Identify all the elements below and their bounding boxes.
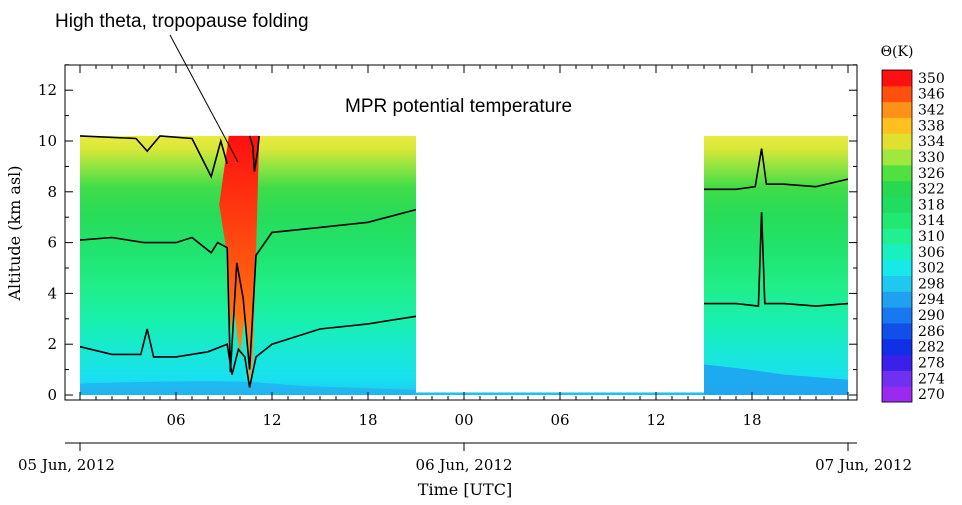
colorbar-label: 270 bbox=[918, 387, 945, 403]
colorbar-label: 342 bbox=[918, 103, 945, 119]
colorbar-swatch-342 bbox=[882, 101, 912, 118]
x-axis-title: Time [UTC] bbox=[418, 480, 512, 499]
colorbar: 2702742782822862902942983023063103143183… bbox=[881, 44, 945, 403]
colorbar-label: 274 bbox=[918, 371, 945, 387]
colorbar-swatch-298 bbox=[882, 275, 912, 292]
y-tick-label: 12 bbox=[38, 81, 57, 99]
colorbar-swatch-314 bbox=[882, 212, 912, 229]
colorbar-swatch-310 bbox=[882, 228, 912, 245]
colorbar-swatch-322 bbox=[882, 180, 912, 197]
x-tick-label: 18 bbox=[358, 411, 377, 429]
colorbar-label: 282 bbox=[918, 340, 945, 356]
isentrope-300-1 bbox=[79, 315, 417, 388]
colorbar-swatch-302 bbox=[882, 259, 912, 277]
colorbar-label: 298 bbox=[918, 276, 945, 292]
annotation-arrow bbox=[169, 34, 239, 163]
colorbar-swatch-294 bbox=[882, 291, 912, 308]
x-tick-label: 12 bbox=[646, 411, 665, 429]
colorbar-label: 326 bbox=[918, 166, 945, 182]
colorbar-swatch-330 bbox=[882, 149, 912, 166]
colorbar-label: 338 bbox=[918, 118, 945, 134]
field-layer bbox=[80, 135, 848, 396]
x-tick-label: 00 bbox=[454, 411, 473, 429]
y-tick-label: 2 bbox=[47, 335, 57, 353]
isentrope-310-6 bbox=[704, 212, 849, 307]
colorbar-label: 286 bbox=[918, 324, 945, 340]
colorbar-swatch-282 bbox=[882, 338, 912, 356]
date-tick-label: 06 Jun, 2012 bbox=[416, 456, 513, 474]
colorbar-label: 310 bbox=[918, 229, 945, 245]
colorbar-swatch-334 bbox=[882, 133, 912, 150]
isentrope-330-4 bbox=[248, 135, 260, 172]
low-level-cool-band bbox=[80, 381, 416, 395]
x-tick-label: 06 bbox=[550, 411, 569, 429]
colorbar-label: 334 bbox=[918, 134, 945, 150]
colorbar-swatch-350 bbox=[882, 70, 912, 87]
colorbar-label: 302 bbox=[918, 261, 945, 277]
y-tick-label: 8 bbox=[47, 183, 57, 201]
plot-frame bbox=[64, 64, 858, 401]
date-tick-label: 07 Jun, 2012 bbox=[815, 456, 912, 474]
colorbar-label: 294 bbox=[918, 292, 945, 308]
y-tick-label: 6 bbox=[47, 234, 57, 252]
colorbar-swatch-290 bbox=[882, 307, 912, 324]
colorbar-label: 350 bbox=[918, 71, 945, 87]
chart-title: MPR potential temperature bbox=[345, 96, 572, 117]
colorbar-swatch-286 bbox=[882, 322, 912, 340]
colorbar-label: 330 bbox=[918, 150, 945, 166]
x-tick-label: 06 bbox=[166, 411, 185, 429]
colorbar-swatch-306 bbox=[882, 243, 912, 261]
frame-layer: 0 2 4 6 8 10 12 06 12 18 00 06 12 18 bbox=[38, 64, 858, 429]
y-tick-label: 4 bbox=[47, 284, 57, 302]
y-axis-title: Altitude (km asl) bbox=[5, 165, 24, 301]
colorbar-label: 318 bbox=[918, 197, 945, 213]
colorbar-swatch-326 bbox=[882, 164, 912, 182]
colorbar-swatch-318 bbox=[882, 196, 912, 213]
colorbar-label: 290 bbox=[918, 308, 945, 324]
tropopause-fold-region bbox=[219, 135, 260, 385]
isentrope-322-5 bbox=[704, 148, 849, 191]
colorbar-label: 322 bbox=[918, 182, 945, 198]
y-tick-label: 0 bbox=[47, 386, 57, 404]
date-tick-label: 05 Jun, 2012 bbox=[18, 456, 115, 474]
isentrope-310-2 bbox=[79, 208, 417, 373]
colorbar-title: Θ(K) bbox=[881, 44, 914, 60]
colorbar-swatch-338 bbox=[882, 117, 912, 134]
x-tick-label: 18 bbox=[742, 411, 761, 429]
colorbar-label: 314 bbox=[918, 213, 945, 229]
low-level-cool-band-2 bbox=[704, 364, 848, 395]
colorbar-label: 346 bbox=[918, 87, 945, 103]
colorbar-frame bbox=[881, 69, 913, 403]
time-axis: 05 Jun, 2012 06 Jun, 2012 07 Jun, 2012 bbox=[18, 442, 912, 474]
colorbar-swatch-270 bbox=[882, 386, 912, 403]
colorbar-swatch-278 bbox=[882, 354, 912, 371]
colorbar-label: 278 bbox=[918, 355, 945, 371]
annotation-text: High theta, tropopause folding bbox=[55, 11, 309, 32]
isentrope-322-3 bbox=[79, 135, 228, 179]
colorbar-swatch-346 bbox=[882, 85, 912, 103]
colorbar-label: 306 bbox=[918, 245, 945, 261]
isentrope-layer bbox=[79, 135, 849, 388]
colorbar-swatch-274 bbox=[882, 370, 912, 387]
x-tick-label: 12 bbox=[262, 411, 281, 429]
y-tick-label: 10 bbox=[38, 132, 57, 150]
data-segment-2 bbox=[704, 135, 848, 396]
